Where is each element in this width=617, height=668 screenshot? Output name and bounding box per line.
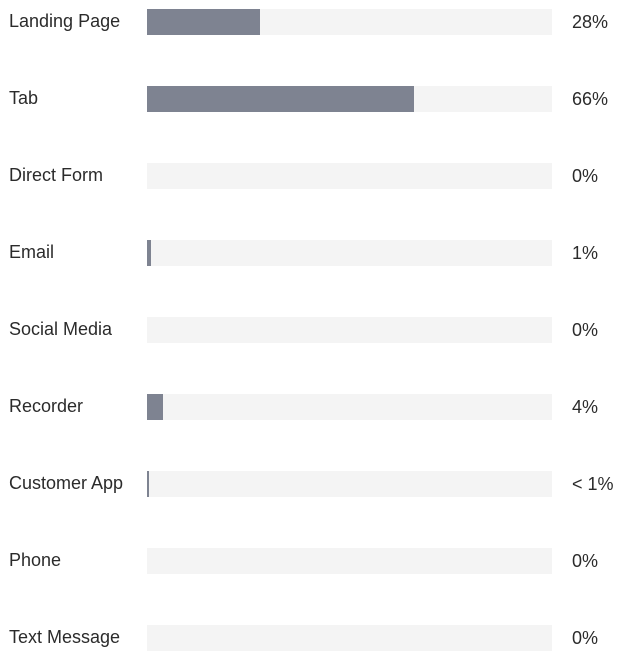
bar-track xyxy=(147,240,552,266)
bar-track xyxy=(147,86,552,112)
value-label: 0% xyxy=(572,320,599,340)
category-label: Social Media xyxy=(9,319,113,339)
category-label: Email xyxy=(9,242,55,262)
category-label: Recorder xyxy=(9,396,84,416)
value-label: 1% xyxy=(572,243,599,263)
bar-track xyxy=(147,163,552,189)
value-label: 0% xyxy=(572,166,599,186)
value-label: 4% xyxy=(572,397,599,417)
bar-track xyxy=(147,9,552,35)
bar-customer-app xyxy=(147,471,149,497)
bar-landing-page xyxy=(147,9,260,35)
category-label: Direct Form xyxy=(9,165,103,185)
value-label: 66% xyxy=(572,89,609,109)
category-label: Customer App xyxy=(9,473,124,493)
bar-track xyxy=(147,625,552,651)
category-label: Text Message xyxy=(9,627,121,647)
category-label: Phone xyxy=(9,550,62,570)
value-label: 0% xyxy=(572,628,599,648)
bar-recorder xyxy=(147,394,163,420)
bar-track xyxy=(147,394,552,420)
bar-track xyxy=(147,471,552,497)
category-label: Landing Page xyxy=(9,11,121,31)
bar-tab xyxy=(147,86,414,112)
bar-track xyxy=(147,548,552,574)
bar-email xyxy=(147,240,151,266)
category-label: Tab xyxy=(9,88,39,108)
value-label: 28% xyxy=(572,12,609,32)
bar-track xyxy=(147,317,552,343)
value-label: < 1% xyxy=(572,474,614,494)
value-label: 0% xyxy=(572,551,599,571)
